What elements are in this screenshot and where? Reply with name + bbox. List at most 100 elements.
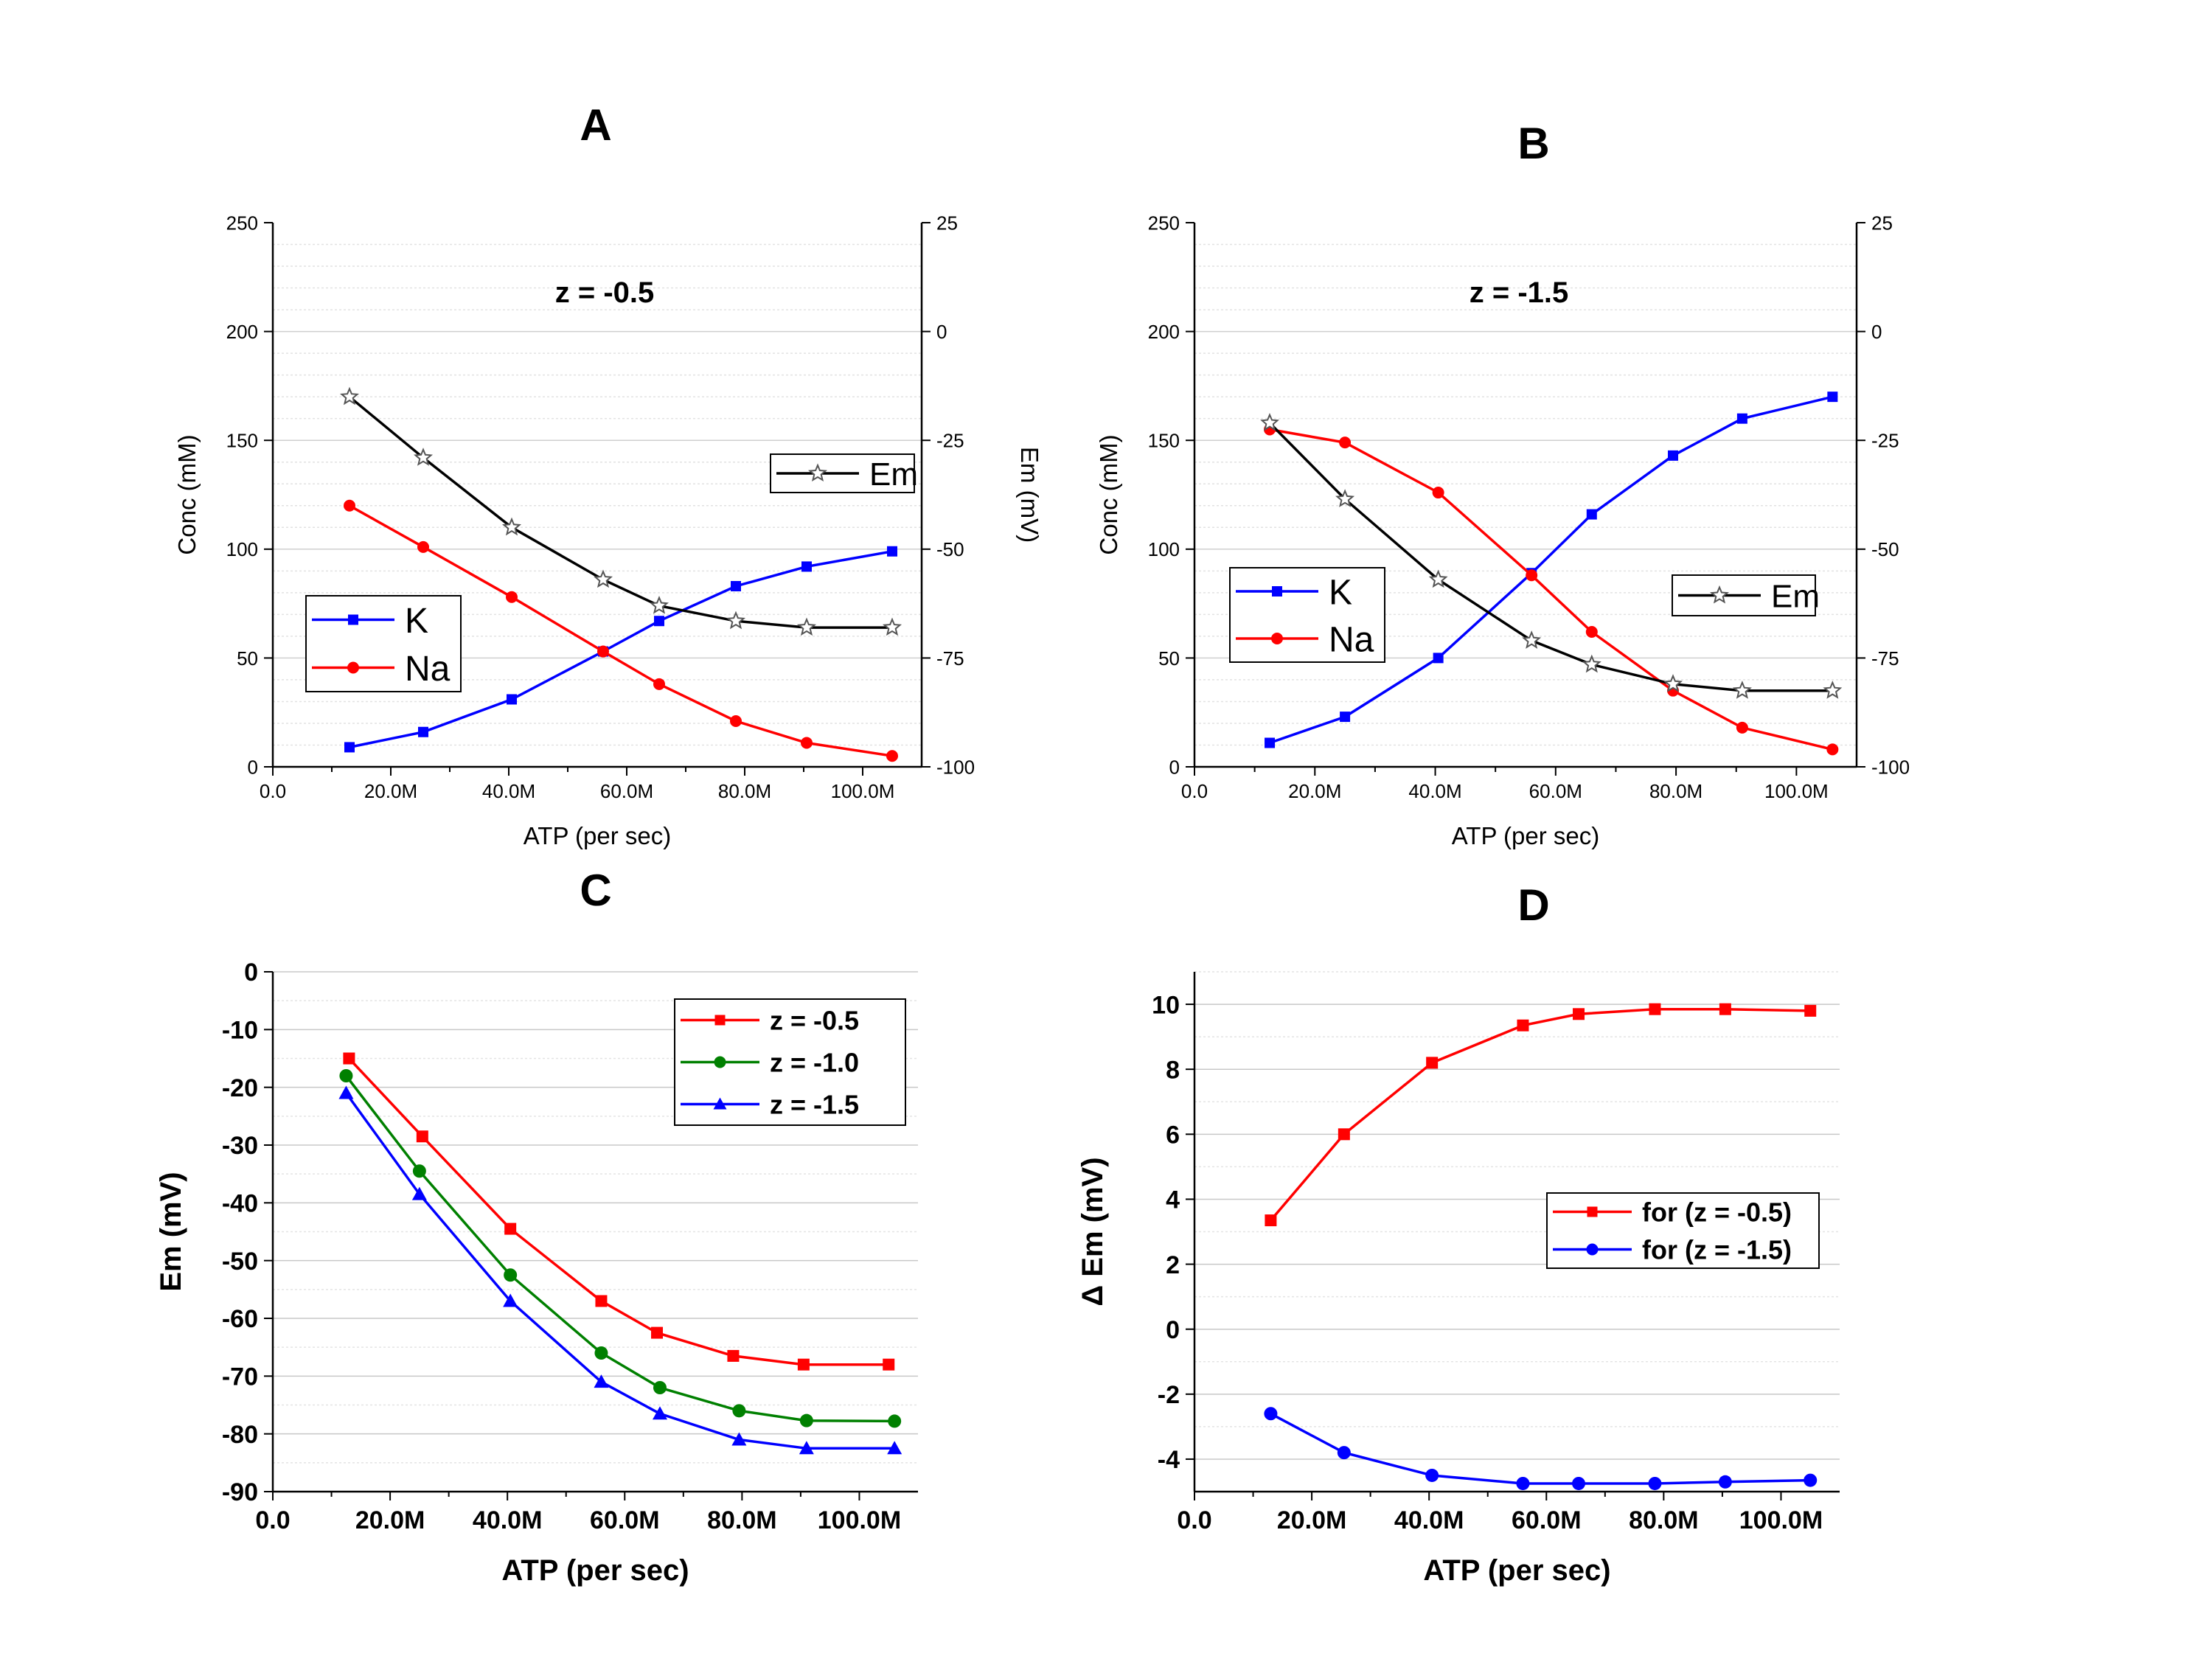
data-point (1428, 569, 1448, 588)
y-right-tick-label: -100 (936, 756, 975, 778)
legend-label: for (z = -0.5) (1642, 1197, 1792, 1227)
data-point (727, 1349, 740, 1362)
series-line (1270, 1007, 1811, 1222)
y-tick-label: 100 (1148, 538, 1180, 560)
x-axis-title: ATP (per sec) (501, 1554, 689, 1587)
data-point (888, 1414, 902, 1428)
y-tick-label: -60 (222, 1305, 258, 1333)
legend-label: z = -1.0 (770, 1047, 859, 1077)
y-tick-label: 200 (226, 321, 258, 343)
y-right-tick-label: -50 (1871, 538, 1899, 560)
panel-annotation: z = -1.5 (1470, 276, 1569, 309)
legend-label: K (405, 602, 428, 641)
legend: z = -0.5 z = -1.0 z = -1.5 (674, 998, 906, 1126)
data-point (411, 1186, 427, 1200)
data-point (1718, 1475, 1732, 1489)
data-point (1516, 1476, 1530, 1490)
data-point (503, 1293, 518, 1307)
legend-label: for (z = -1.5) (1642, 1234, 1792, 1265)
data-point (417, 540, 429, 553)
data-point (344, 742, 355, 753)
data-point (1582, 654, 1601, 673)
chart-panel-b: B 0.0 20.0M 40.0M 60.0M 80.0M 100.0M 0 50 100 150 2… (1095, 119, 1910, 849)
data-point (344, 499, 355, 512)
data-point (1426, 1057, 1439, 1069)
data-point (1719, 1003, 1731, 1015)
x-axis-title: ATP (per sec) (524, 822, 672, 849)
data-point (1264, 1407, 1278, 1421)
data-point (1826, 743, 1839, 756)
series-em (1260, 413, 1843, 699)
data-point (1736, 721, 1748, 734)
data-point (726, 611, 746, 630)
y-axis-right-title: Em (mV) (1016, 447, 1043, 543)
x-tick-label: 40.0M (1408, 780, 1461, 802)
y-axis-title: Conc (mM) (1095, 434, 1122, 554)
y-axis-title: Conc (mM) (173, 434, 201, 554)
y-right-tick-label: -75 (936, 647, 964, 669)
x-tick-label: 60.0M (600, 780, 653, 802)
series-line (349, 550, 893, 749)
y-tick-label: 4 (1166, 1186, 1180, 1214)
series-na (344, 499, 898, 762)
y-tick-label: -80 (222, 1421, 258, 1449)
y-tick-label: 6 (1166, 1121, 1180, 1150)
x-tick-label: 80.0M (718, 780, 771, 802)
series-line (1270, 1412, 1811, 1485)
legend-swatch-marker (714, 1056, 726, 1068)
legend-label: Na (405, 650, 451, 689)
legend: for (z = -0.5) for (z = -1.5) (1546, 1192, 1820, 1269)
data-point (1339, 437, 1352, 449)
data-point (1340, 712, 1351, 723)
data-point (1663, 674, 1683, 692)
data-point (887, 546, 897, 557)
y-tick-label: 0 (1166, 1316, 1180, 1344)
legend-label: Em (869, 456, 918, 493)
data-point (412, 1164, 426, 1178)
y-tick-label: 0 (248, 756, 258, 778)
legend-swatch-marker (1271, 633, 1283, 644)
series-line (349, 504, 893, 757)
data-point (1572, 1476, 1586, 1490)
chart-panel-c: C 0.0 20.0M 40.0M 60.0M 80.0M 100.0M -90 -80 -70 -… (155, 866, 918, 1587)
y-tick-label: -90 (222, 1478, 258, 1506)
data-point (1338, 1128, 1350, 1141)
data-point (882, 617, 902, 636)
y-right-tick-label: 0 (1871, 321, 1882, 343)
y-tick-label: 200 (1148, 321, 1180, 343)
y-right-tick-label: 0 (936, 321, 947, 343)
legend-swatch-marker (713, 1097, 727, 1110)
data-point (1265, 1214, 1277, 1227)
legend-left: K Na (305, 595, 462, 692)
y-tick-label: 10 (1152, 991, 1180, 1019)
data-point (339, 386, 360, 406)
series-em (339, 386, 902, 636)
data-point (597, 645, 609, 658)
data-point (886, 750, 898, 762)
data-point (1260, 413, 1279, 431)
y-right-tick-label: 25 (1871, 212, 1893, 234)
data-point (799, 1413, 813, 1427)
legend-frame (305, 595, 462, 692)
data-point (338, 1085, 354, 1099)
data-point (801, 737, 813, 749)
legend-label: Em (1771, 578, 1820, 614)
y-right-tick-label: -100 (1871, 756, 1910, 778)
data-point (797, 1358, 810, 1371)
series-line (344, 1092, 895, 1450)
data-point (650, 596, 669, 614)
legend-label: Na (1329, 620, 1374, 659)
series-line (1268, 422, 1833, 692)
panel-label: B (1517, 119, 1549, 168)
data-point (1649, 1003, 1661, 1015)
data-point (1648, 1476, 1662, 1490)
panel-label: C (580, 866, 611, 915)
x-tick-label: 100.0M (1764, 780, 1829, 802)
data-point (1732, 681, 1752, 699)
legend-right: Em (1672, 574, 1820, 616)
x-tick-label: 60.0M (590, 1506, 660, 1534)
data-point (1517, 1019, 1529, 1032)
legend-right: Em (770, 453, 918, 493)
data-point (416, 1130, 428, 1143)
data-point (506, 591, 518, 603)
